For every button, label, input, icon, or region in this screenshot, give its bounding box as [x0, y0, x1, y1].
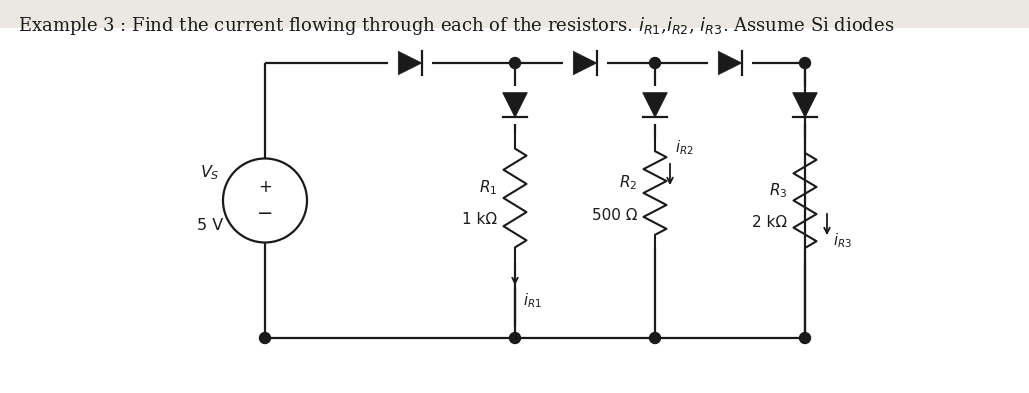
Text: 2 kΩ: 2 kΩ [752, 215, 787, 230]
Text: $i_{R1}$: $i_{R1}$ [523, 292, 541, 310]
Text: 500 Ω: 500 Ω [592, 208, 637, 222]
Circle shape [259, 332, 271, 343]
Circle shape [800, 57, 811, 68]
Text: −: − [257, 204, 273, 223]
Polygon shape [643, 93, 668, 118]
Polygon shape [502, 93, 527, 118]
Text: $R_3$: $R_3$ [769, 181, 787, 200]
Text: $i_{R2}$: $i_{R2}$ [675, 139, 694, 157]
Text: $R_2$: $R_2$ [618, 174, 637, 192]
Text: $R_1$: $R_1$ [478, 179, 497, 197]
Text: +: + [258, 178, 272, 196]
Text: Example 3 : Find the current flowing through each of the resistors. $\mathit{i}_: Example 3 : Find the current flowing thr… [17, 15, 894, 37]
Circle shape [649, 57, 661, 68]
Text: $V_S$: $V_S$ [201, 163, 220, 182]
Circle shape [649, 332, 661, 343]
Polygon shape [398, 51, 422, 75]
Circle shape [800, 332, 811, 343]
Polygon shape [718, 51, 742, 75]
Text: 5 V: 5 V [197, 218, 223, 233]
Polygon shape [792, 93, 817, 118]
Polygon shape [573, 51, 597, 75]
Text: 1 kΩ: 1 kΩ [462, 213, 497, 228]
Text: $i_{R3}$: $i_{R3}$ [833, 231, 852, 250]
Circle shape [509, 57, 521, 68]
Circle shape [509, 332, 521, 343]
